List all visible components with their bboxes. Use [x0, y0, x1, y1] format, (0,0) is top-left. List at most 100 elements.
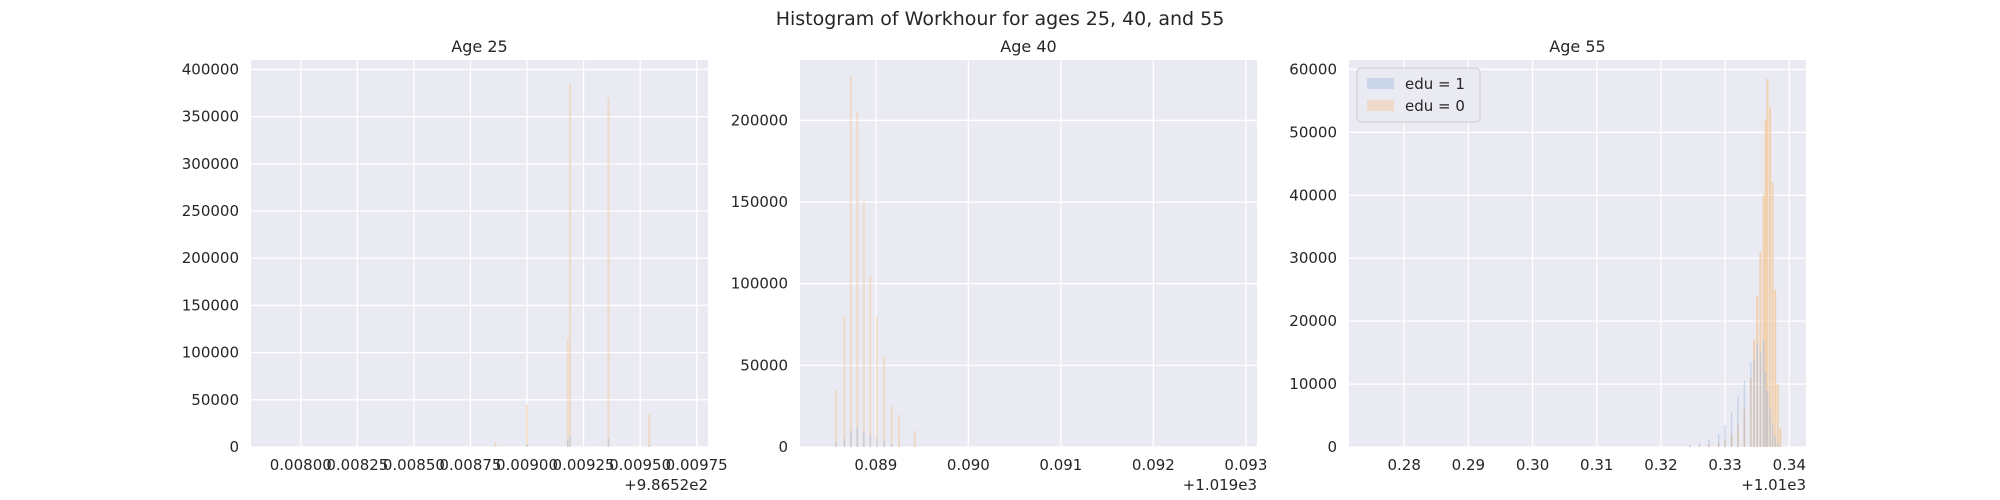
bar-edu0 — [1769, 107, 1772, 447]
bar-edu0 — [648, 413, 651, 447]
bar-edu1 — [1689, 445, 1691, 447]
x-tick-label: 0.00825 — [326, 456, 388, 474]
x-tick-label: 0.090 — [947, 456, 990, 474]
panel-age-55: 0 10000 20000 30000 40000 50000 60000 0.28 0.29 0… — [1289, 37, 1806, 494]
y-tick-label: 50000 — [191, 391, 239, 409]
x-tick-label: 0.093 — [1224, 456, 1267, 474]
x-tick-label: 0.00900 — [496, 456, 558, 474]
bar-edu0 — [843, 316, 846, 447]
bar-edu0 — [1766, 78, 1769, 447]
x-tick-label: 0.00800 — [270, 456, 332, 474]
panel-age-25: 0 50000 100000 150000 200000 250000 300000 3500… — [182, 37, 728, 494]
bar-edu0 — [607, 97, 610, 447]
plot-background — [800, 60, 1257, 447]
bar-edu1 — [1759, 352, 1762, 447]
y-tick-label: 400000 — [182, 60, 239, 78]
bar-edu0 — [1759, 251, 1762, 447]
bar-edu1 — [1743, 380, 1746, 447]
panels: 0500001000001500002000002500003000003500… — [182, 37, 1806, 494]
y-tick-label: 40000 — [1289, 186, 1337, 204]
bar-edu1 — [863, 432, 865, 447]
x-tick-label: 0.00950 — [609, 456, 671, 474]
legend-box — [1356, 67, 1481, 123]
panel-age-40: 0 50000 100000 150000 200000 0.089 0.090 0.091 0… — [731, 37, 1268, 494]
bar-edu1 — [869, 435, 872, 447]
bar-edu0 — [1762, 195, 1765, 447]
y-tick-label: 60000 — [1289, 60, 1337, 78]
x-tick-label: 0.089 — [854, 456, 897, 474]
bar-edu1 — [1750, 362, 1752, 447]
plot-background — [251, 60, 708, 447]
x-tick-label: 0.00875 — [439, 456, 501, 474]
bar-edu1 — [898, 445, 900, 447]
x-tick-label: 0.092 — [1132, 456, 1175, 474]
bar-edu1 — [914, 446, 916, 447]
bar-edu0 — [869, 275, 872, 447]
bar-edu1 — [569, 435, 571, 447]
bar-edu1 — [1708, 439, 1710, 447]
bar-edu1 — [1769, 409, 1771, 447]
bar-edu0 — [526, 404, 529, 447]
bar-edu0 — [862, 202, 865, 447]
bar-edu0 — [494, 442, 497, 447]
bar-edu0 — [835, 389, 838, 447]
bar-edu1 — [567, 439, 569, 447]
x-tick-label: 0.33 — [1708, 456, 1741, 474]
bar-edu1 — [1764, 371, 1767, 447]
y-tick-label: 100000 — [731, 275, 788, 293]
bar-edu1 — [1718, 434, 1720, 447]
x-offset-label: +1.01e3 — [1741, 476, 1806, 494]
y-tick-label: 50000 — [740, 356, 788, 374]
bar-edu0 — [875, 316, 878, 447]
bar-edu1 — [843, 438, 846, 447]
bar-edu0 — [566, 338, 569, 447]
bar-edu1 — [883, 440, 885, 447]
panel-title: Age 25 — [451, 37, 507, 56]
bar-edu1 — [1753, 358, 1755, 447]
bar-edu1 — [1779, 445, 1782, 447]
bar-edu0 — [849, 76, 852, 448]
bar-edu0 — [1771, 182, 1774, 447]
y-tick-label: 150000 — [182, 296, 239, 314]
x-tick-label: 0.091 — [1039, 456, 1082, 474]
x-offset-label: +1.019e3 — [1183, 476, 1257, 494]
y-tick-label: 30000 — [1289, 249, 1337, 267]
y-tick-label: 20000 — [1289, 312, 1337, 330]
bar-edu0 — [1779, 428, 1782, 447]
bar-edu1 — [1756, 343, 1758, 447]
bar-edu1 — [607, 438, 610, 447]
legend-swatch — [1367, 100, 1394, 111]
bar-edu1 — [876, 438, 878, 447]
panel-title: Age 55 — [1549, 37, 1605, 56]
bar-edu0 — [1764, 119, 1767, 447]
bar-edu1 — [1771, 424, 1774, 447]
bar-edu0 — [890, 406, 893, 447]
bar-edu1 — [1730, 412, 1733, 447]
bar-edu1 — [856, 427, 859, 447]
bar-edu0 — [897, 414, 900, 447]
legend-swatch — [1367, 78, 1394, 89]
x-offset-label: +9.8652e2 — [624, 476, 708, 494]
bar-edu1 — [1777, 442, 1779, 447]
bar-edu1 — [1762, 340, 1765, 447]
x-tick-label: 0.30 — [1516, 456, 1549, 474]
bar-edu1 — [835, 442, 837, 447]
x-tick-label: 0.32 — [1644, 456, 1677, 474]
plot-background — [1349, 60, 1806, 447]
x-tick-label: 0.28 — [1387, 456, 1420, 474]
bar-edu0 — [568, 83, 571, 447]
y-tick-label: 100000 — [182, 344, 239, 362]
bar-edu1 — [1698, 443, 1701, 447]
y-tick-label: 10000 — [1289, 375, 1337, 393]
bar-edu1 — [648, 445, 650, 447]
bar-edu1 — [1737, 396, 1739, 447]
figure-title: Histogram of Workhour for ages 25, 40, a… — [776, 8, 1225, 30]
panel-title: Age 40 — [1000, 37, 1056, 56]
bar-edu0 — [883, 357, 886, 447]
x-tick-label: 0.34 — [1773, 456, 1806, 474]
y-tick-label: 200000 — [731, 111, 788, 129]
legend-label: edu = 1 — [1405, 75, 1465, 93]
y-tick-label: 0 — [1327, 438, 1337, 456]
bar-edu0 — [856, 112, 859, 447]
